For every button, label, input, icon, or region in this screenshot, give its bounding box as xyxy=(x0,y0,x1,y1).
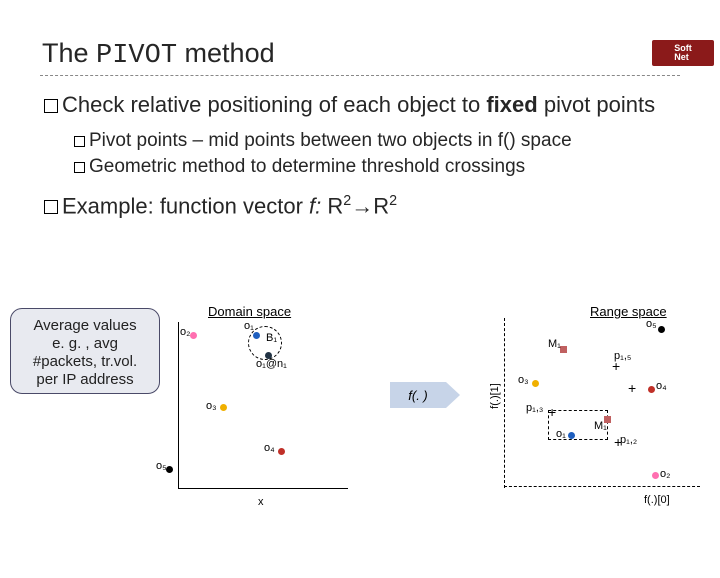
cross-icon: + xyxy=(548,404,556,420)
ex-pre: Example: function vector xyxy=(62,193,309,218)
callout-bubble: Average values e. g. , avg #packets, tr.… xyxy=(10,308,160,394)
domain-label: Domain space xyxy=(208,304,291,319)
range-p13-label: p₁,₃ xyxy=(526,402,543,414)
range-M1a-marker xyxy=(560,346,567,353)
b2-a: Pivot points – mid points between two ob… xyxy=(89,130,572,151)
example-line: Example: function vector f: R2→R2 xyxy=(44,193,720,219)
title-post: method xyxy=(177,38,275,68)
bullet-1-1: Pivot points – mid points between two ob… xyxy=(74,128,690,155)
range-x-axis xyxy=(504,486,700,487)
range-o1-label: o₁ xyxy=(556,428,566,440)
b1-c: pivot points xyxy=(538,92,655,117)
f-arrow-head-icon xyxy=(446,382,460,408)
logo-line2: Net xyxy=(674,53,689,62)
domain-x-label: x xyxy=(258,496,264,508)
domain-o4-marker xyxy=(278,448,285,455)
title-mono: PIVOT xyxy=(96,41,177,71)
bullet-square-icon xyxy=(74,162,85,173)
b1-a: Check relative positioning of each objec… xyxy=(62,92,486,117)
b2-b: Geometric method to determine threshold … xyxy=(89,156,525,177)
range-o2-marker xyxy=(652,472,659,479)
ex-sup2: 2 xyxy=(389,193,397,209)
b1-b: fixed xyxy=(486,92,537,117)
range-o2-label: o₂ xyxy=(660,468,670,480)
title-divider xyxy=(40,75,680,76)
domain-o1n1-label: o₁@n₁ xyxy=(256,358,287,370)
bullet-square-icon xyxy=(74,136,85,147)
ex-sup1: 2 xyxy=(343,193,351,209)
softnet-logo: Soft Net xyxy=(652,40,714,66)
domain-o4-label: o₄ xyxy=(264,442,275,454)
domain-o5-label: o₅ xyxy=(156,460,167,472)
range-o4-label: o₄ xyxy=(656,380,667,392)
domain-o2-label: o₂ xyxy=(180,326,190,338)
ex-arrow: → xyxy=(351,193,373,218)
cross-icon: + xyxy=(612,358,620,374)
cross-icon: + xyxy=(614,434,622,450)
callout-l3: #packets, tr.vol. xyxy=(17,353,153,371)
diagram-area: Average values e. g. , avg #packets, tr.… xyxy=(8,308,712,568)
range-o5-label: o₅ xyxy=(646,318,657,330)
domain-o5-marker xyxy=(166,466,173,473)
ex-r2: R xyxy=(373,193,389,218)
range-o3-label: o₃ xyxy=(518,374,529,386)
domain-B1-label: B₁ xyxy=(266,332,277,344)
range-y-label: f(.)[1] xyxy=(489,383,501,409)
f-arrow-label: f(. ) xyxy=(408,388,428,403)
range-M1a-label: M₁ xyxy=(548,338,561,350)
range-o5-marker xyxy=(658,326,665,333)
slide-title: The PIVOT method xyxy=(42,38,720,71)
bullet-1-2: Geometric method to determine threshold … xyxy=(74,154,690,181)
domain-o3-label: o₃ xyxy=(206,400,217,412)
range-M1b-label: M₁ xyxy=(594,420,607,432)
range-y-axis xyxy=(504,318,505,488)
range-o4-marker xyxy=(648,386,655,393)
bullet-square-icon xyxy=(44,99,58,113)
cross-icon: + xyxy=(628,380,636,396)
callout-l1: Average values xyxy=(17,317,153,335)
domain-x-axis xyxy=(178,488,348,489)
bullet-list: Check relative positioning of each objec… xyxy=(44,90,690,181)
f-arrow: f(. ) xyxy=(390,382,446,408)
range-o3-marker xyxy=(532,380,539,387)
title-pre: The xyxy=(42,38,96,68)
domain-o2-marker xyxy=(190,332,197,339)
ex-f: f: xyxy=(309,193,327,218)
domain-y-axis xyxy=(178,322,179,488)
ex-r1: R xyxy=(327,193,343,218)
domain-o3-marker xyxy=(220,404,227,411)
range-o1-marker xyxy=(568,432,575,439)
domain-o1-marker xyxy=(253,332,260,339)
range-p12-label: p₁,₂ xyxy=(620,434,637,446)
range-x-label: f(.)[0] xyxy=(644,494,670,506)
bullet-square-icon xyxy=(44,200,58,214)
callout-l2: e. g. , avg xyxy=(17,335,153,353)
range-label: Range space xyxy=(590,304,667,319)
bullet-1: Check relative positioning of each objec… xyxy=(44,90,690,120)
callout-l4: per IP address xyxy=(17,371,153,389)
domain-o1-label: o₁ xyxy=(244,320,254,332)
